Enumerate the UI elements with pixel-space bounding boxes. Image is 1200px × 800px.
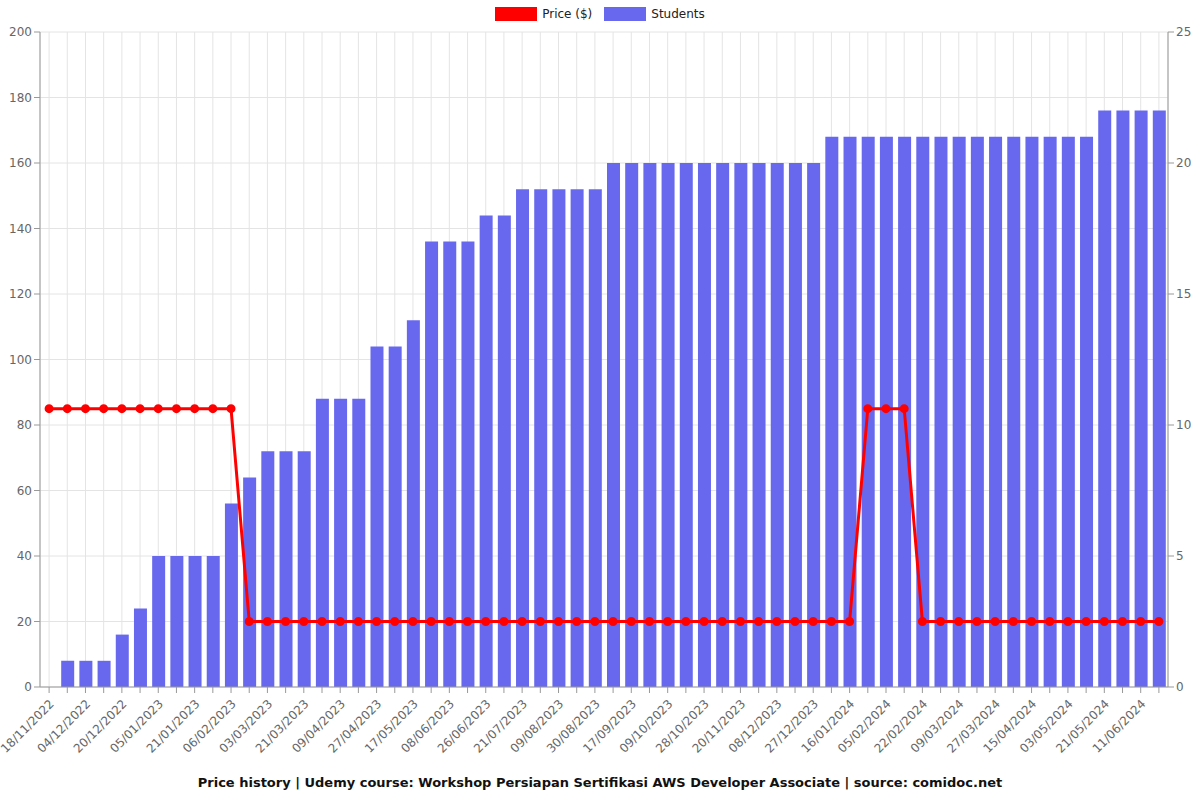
svg-text:60: 60: [17, 484, 32, 498]
svg-text:09/10/2023: 09/10/2023: [616, 696, 676, 756]
svg-text:15: 15: [1176, 287, 1191, 301]
svg-text:08/06/2023: 08/06/2023: [398, 696, 458, 756]
svg-text:09/08/2023: 09/08/2023: [507, 696, 567, 756]
svg-text:20: 20: [1176, 156, 1191, 170]
svg-text:21/07/2023: 21/07/2023: [471, 696, 530, 756]
svg-text:27/03/2024: 27/03/2024: [944, 696, 1003, 756]
svg-text:15/04/2024: 15/04/2024: [980, 696, 1040, 756]
svg-text:0: 0: [24, 680, 32, 694]
svg-text:03/03/2023: 03/03/2023: [216, 696, 276, 756]
svg-text:180: 180: [9, 91, 32, 105]
svg-text:20/11/2023: 20/11/2023: [689, 696, 749, 756]
svg-text:80: 80: [17, 418, 32, 432]
svg-text:28/10/2023: 28/10/2023: [653, 696, 712, 756]
svg-text:20: 20: [17, 615, 32, 629]
svg-text:08/12/2023: 08/12/2023: [725, 696, 785, 756]
html-text:Students: Students: [651, 7, 705, 21]
svg-text:20/12/2022: 20/12/2022: [70, 696, 130, 756]
svg-text:09/04/2023: 09/04/2023: [289, 696, 348, 756]
svg-text:17/05/2023: 17/05/2023: [361, 696, 421, 756]
svg-text:10: 10: [1176, 418, 1191, 432]
svg-text:26/06/2023: 26/06/2023: [434, 696, 494, 756]
svg-text:5: 5: [1176, 549, 1184, 563]
svg-text:200: 200: [9, 25, 32, 39]
html-text:Price ($): Price ($): [542, 7, 593, 21]
svg-text:04/12/2022: 04/12/2022: [34, 696, 94, 756]
svg-text:100: 100: [9, 353, 32, 367]
html-text:Price history | Udemy course:: Price history | Udemy course: Workshop P…: [197, 775, 1003, 790]
svg-text:120: 120: [9, 287, 32, 301]
svg-text:21/05/2024: 21/05/2024: [1053, 696, 1113, 756]
svg-text:140: 140: [9, 222, 32, 236]
svg-text:11/06/2024: 11/06/2024: [1090, 697, 1149, 756]
svg-text:27/12/2023: 27/12/2023: [762, 696, 821, 756]
svg-text:0: 0: [1176, 680, 1184, 694]
svg-text:03/05/2024: 03/05/2024: [1016, 696, 1076, 756]
svg-text:160: 160: [9, 156, 32, 170]
svg-text:16/01/2024: 16/01/2024: [798, 696, 858, 756]
svg-text:09/03/2024: 09/03/2024: [907, 696, 967, 756]
svg-text:05/02/2024: 05/02/2024: [835, 696, 894, 756]
svg-text:40: 40: [17, 549, 32, 563]
svg-text:25: 25: [1176, 25, 1191, 39]
svg-text:05/01/2023: 05/01/2023: [107, 696, 166, 756]
svg-text:22/02/2024: 22/02/2024: [871, 696, 931, 756]
svg-text:21/03/2023: 21/03/2023: [252, 696, 312, 756]
svg-text:06/02/2023: 06/02/2023: [180, 696, 239, 756]
svg-text:27/04/2023: 27/04/2023: [325, 696, 385, 756]
svg-text:30/08/2023: 30/08/2023: [543, 696, 603, 756]
svg-text:17/09/2023: 17/09/2023: [580, 696, 640, 756]
svg-text:21/01/2023: 21/01/2023: [143, 696, 203, 756]
